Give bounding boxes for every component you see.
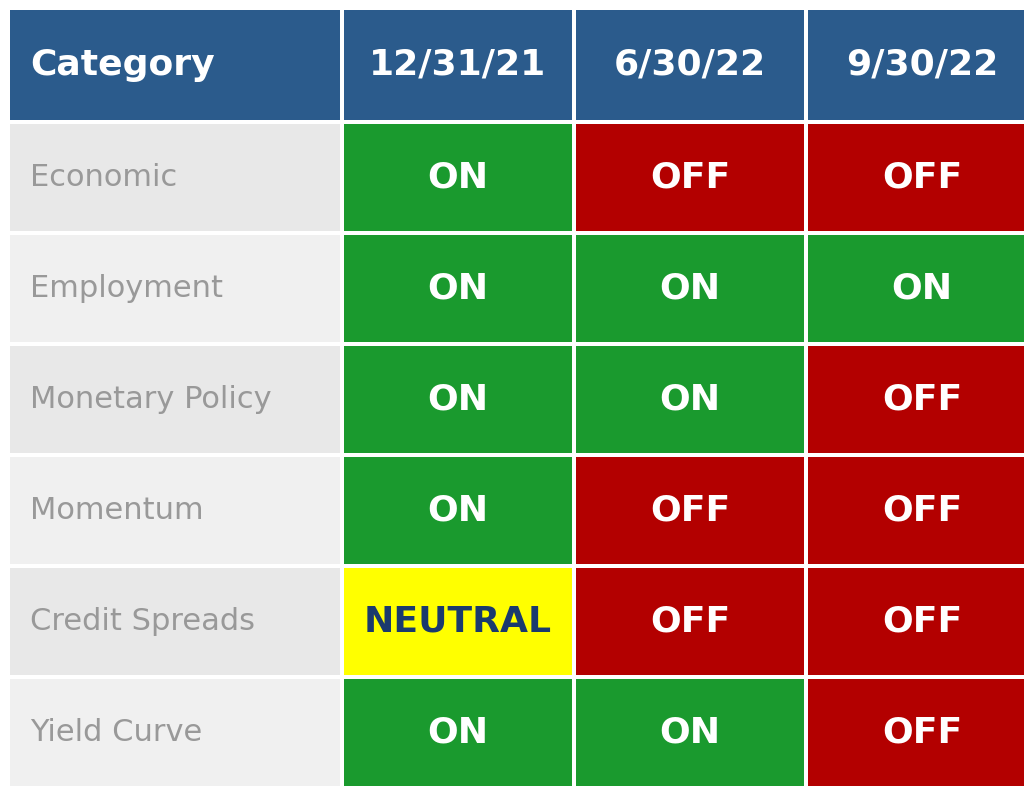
Text: ON: ON xyxy=(892,271,952,305)
Text: OFF: OFF xyxy=(882,383,963,417)
Text: Employment: Employment xyxy=(30,274,223,303)
Bar xyxy=(808,346,1024,453)
Text: NEUTRAL: NEUTRAL xyxy=(364,604,552,638)
Text: ON: ON xyxy=(427,494,488,528)
Text: ON: ON xyxy=(427,161,488,195)
Bar xyxy=(575,457,804,564)
Bar xyxy=(808,457,1024,564)
Bar xyxy=(10,679,340,786)
Text: OFF: OFF xyxy=(650,494,730,528)
Text: ON: ON xyxy=(427,271,488,305)
Text: Momentum: Momentum xyxy=(30,496,204,525)
Bar xyxy=(344,679,572,786)
Bar xyxy=(10,457,340,564)
Text: Category: Category xyxy=(30,48,215,82)
Text: 9/30/22: 9/30/22 xyxy=(846,48,998,82)
Bar xyxy=(575,679,804,786)
Text: OFF: OFF xyxy=(882,604,963,638)
Text: OFF: OFF xyxy=(650,604,730,638)
Text: OFF: OFF xyxy=(650,161,730,195)
Bar xyxy=(344,235,572,342)
Bar xyxy=(10,124,340,231)
Bar xyxy=(808,10,1024,120)
Text: Monetary Policy: Monetary Policy xyxy=(30,385,271,414)
Text: ON: ON xyxy=(427,716,488,750)
Text: OFF: OFF xyxy=(882,494,963,528)
Bar xyxy=(344,10,572,120)
Text: ON: ON xyxy=(659,271,721,305)
Bar xyxy=(575,346,804,453)
Text: Economic: Economic xyxy=(30,163,177,192)
Bar xyxy=(808,679,1024,786)
Text: ON: ON xyxy=(659,716,721,750)
Text: 6/30/22: 6/30/22 xyxy=(614,48,766,82)
Bar xyxy=(344,568,572,675)
Bar xyxy=(10,235,340,342)
Bar xyxy=(10,346,340,453)
Text: Yield Curve: Yield Curve xyxy=(30,718,203,747)
Bar xyxy=(344,124,572,231)
Bar xyxy=(808,124,1024,231)
Bar xyxy=(575,124,804,231)
Bar xyxy=(575,235,804,342)
Bar xyxy=(808,568,1024,675)
Text: 12/31/21: 12/31/21 xyxy=(370,48,547,82)
Text: OFF: OFF xyxy=(882,716,963,750)
Bar xyxy=(344,346,572,453)
Bar xyxy=(344,457,572,564)
Bar xyxy=(808,235,1024,342)
Bar xyxy=(10,568,340,675)
Text: Credit Spreads: Credit Spreads xyxy=(30,607,255,636)
Text: ON: ON xyxy=(659,383,721,417)
Bar xyxy=(575,568,804,675)
Bar xyxy=(10,10,340,120)
Text: OFF: OFF xyxy=(882,161,963,195)
Bar xyxy=(575,10,804,120)
Text: ON: ON xyxy=(427,383,488,417)
